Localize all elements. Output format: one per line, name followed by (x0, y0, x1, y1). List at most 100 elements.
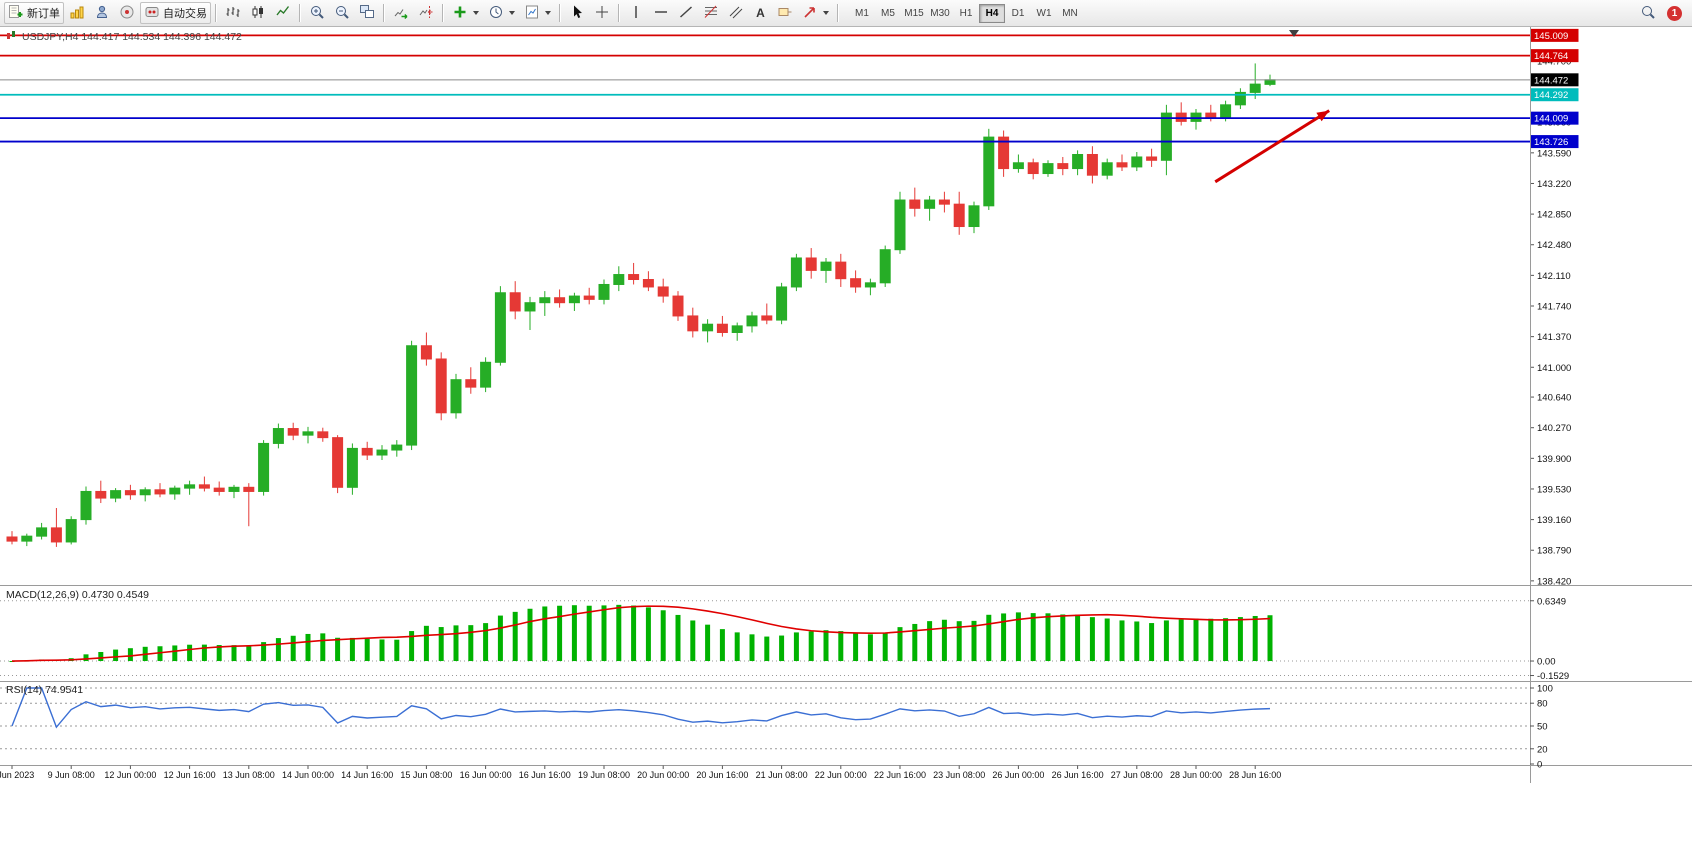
label-tool-icon (777, 4, 793, 23)
svg-text:144.472: 144.472 (1534, 75, 1568, 86)
arrows-tool-icon (802, 4, 818, 23)
timeframe-m30[interactable]: M30 (930, 7, 950, 19)
autotrade-button[interactable]: 自动交易 (140, 2, 211, 24)
horizontal-line-tool-button[interactable] (649, 2, 673, 24)
channel-tool-button[interactable] (724, 2, 748, 24)
auto-scroll-button[interactable] (389, 2, 413, 24)
trend-arrow-annotation[interactable] (1214, 109, 1330, 184)
search-button[interactable] (1636, 2, 1660, 24)
chart-shift-icon (418, 4, 434, 23)
rsi-panel: 100 80 50 20 0 (0, 684, 1553, 771)
crosshair-button[interactable] (590, 2, 614, 24)
svg-text:14 Jun 16:00: 14 Jun 16:00 (341, 770, 393, 780)
timeframe-m15[interactable]: M15 (904, 7, 924, 19)
svg-text:141.000: 141.000 (1537, 363, 1571, 374)
label-tool-button[interactable] (773, 2, 797, 24)
svg-text:22 Jun 00:00: 22 Jun 00:00 (815, 770, 867, 780)
zoom-in-button[interactable] (305, 2, 329, 24)
arrows-tool-button[interactable] (798, 2, 833, 24)
svg-text:139.530: 139.530 (1537, 484, 1571, 495)
new-order-icon (8, 4, 24, 23)
search-icon (1640, 4, 1656, 23)
new-order-label: 新订单 (27, 8, 60, 20)
svg-text:20 Jun 00:00: 20 Jun 00:00 (637, 770, 689, 780)
timeframe-mn[interactable]: MN (1062, 7, 1078, 19)
svg-text:142.480: 142.480 (1537, 240, 1571, 251)
vertical-line-icon (628, 4, 644, 23)
bar-chart-icon (225, 4, 241, 23)
autotrade-label: 自动交易 (163, 8, 207, 20)
candlestick-series (6, 63, 1276, 547)
toolbar-separator (299, 4, 301, 22)
svg-text:9 Jun 08:00: 9 Jun 08:00 (48, 770, 95, 780)
line-chart-button[interactable] (271, 2, 295, 24)
svg-text:140.270: 140.270 (1537, 423, 1571, 434)
periods-icon (488, 4, 504, 23)
timeframe-d1[interactable]: D1 (1011, 7, 1025, 19)
fibonacci-icon (703, 4, 719, 23)
terminal-button[interactable] (115, 2, 139, 24)
time-axis[interactable]: 8 Jun 2023 9 Jun 08:00 12 Jun 00:00 12 Jun … (0, 765, 1281, 781)
chart-window: 144.700144.330143.960143.590143.220142.8… (0, 27, 1692, 849)
toolbar-separator (215, 4, 217, 22)
chart-shift-button[interactable] (414, 2, 438, 24)
timeframe-h4[interactable]: H4 (979, 3, 1005, 23)
bid-price-line: 144.472 (0, 73, 1579, 87)
svg-text:143.220: 143.220 (1537, 179, 1571, 190)
svg-text:15 Jun 08:00: 15 Jun 08:00 (400, 770, 452, 780)
svg-text:138.790: 138.790 (1537, 546, 1571, 557)
text-tool-button[interactable]: A (749, 2, 772, 24)
chart-shift-marker-icon[interactable] (1289, 30, 1299, 37)
cursor-button[interactable] (565, 2, 589, 24)
timeframe-toolbar: M1 M5 M15 M30 H1 H4 D1 W1 MN (849, 3, 1083, 23)
svg-text:12 Jun 16:00: 12 Jun 16:00 (164, 770, 216, 780)
fibonacci-tool-button[interactable] (699, 2, 723, 24)
svg-text:100: 100 (1537, 684, 1553, 695)
candlestick-chart-button[interactable] (246, 2, 270, 24)
timeframe-m1[interactable]: M1 (855, 7, 869, 19)
bar-chart-button[interactable] (221, 2, 245, 24)
svg-text:16 Jun 16:00: 16 Jun 16:00 (519, 770, 571, 780)
toolbar-separator (837, 4, 839, 22)
svg-text:139.900: 139.900 (1537, 454, 1571, 465)
terminal-icon (119, 4, 135, 23)
auto-scroll-icon (393, 4, 409, 23)
trendline-icon (678, 4, 694, 23)
svg-text:27 Jun 08:00: 27 Jun 08:00 (1111, 770, 1163, 780)
chart-canvas[interactable]: 144.700144.330143.960143.590143.220142.8… (0, 27, 1692, 849)
zoom-out-button[interactable] (330, 2, 354, 24)
svg-text:13 Jun 08:00: 13 Jun 08:00 (223, 770, 275, 780)
profiles-button[interactable] (90, 2, 114, 24)
svg-text:8 Jun 2023: 8 Jun 2023 (0, 770, 34, 780)
svg-text:141.370: 141.370 (1537, 332, 1571, 343)
tile-windows-button[interactable] (355, 2, 379, 24)
dropdown-caret-icon (823, 11, 829, 15)
horizontal-lines[interactable]: 145.009 144.764 144.292 144.009 143.726 (0, 28, 1579, 149)
notification-badge[interactable]: 1 (1667, 5, 1682, 21)
svg-text:0.6349: 0.6349 (1537, 596, 1566, 607)
svg-text:144.764: 144.764 (1534, 51, 1568, 62)
candlestick-icon (250, 4, 266, 23)
vertical-line-tool-button[interactable] (624, 2, 648, 24)
dropdown-caret-icon (509, 11, 515, 15)
templates-button[interactable] (520, 2, 555, 24)
periods-button[interactable] (484, 2, 519, 24)
zoom-out-icon (334, 4, 350, 23)
line-chart-icon (275, 4, 291, 23)
svg-text:80: 80 (1537, 699, 1548, 710)
svg-text:143.590: 143.590 (1537, 148, 1571, 159)
svg-text:144.292: 144.292 (1534, 90, 1568, 101)
timeframe-h1[interactable]: H1 (959, 7, 973, 19)
timeframe-w1[interactable]: W1 (1036, 7, 1052, 19)
crosshair-icon (594, 4, 610, 23)
new-order-button[interactable]: 新订单 (4, 2, 64, 24)
svg-text:14 Jun 00:00: 14 Jun 00:00 (282, 770, 334, 780)
dropdown-caret-icon (473, 11, 479, 15)
market-watch-button[interactable] (65, 2, 89, 24)
timeframe-m5[interactable]: M5 (881, 7, 895, 19)
svg-text:50: 50 (1537, 722, 1548, 733)
svg-text:141.740: 141.740 (1537, 302, 1571, 313)
indicators-button[interactable] (448, 2, 483, 24)
trendline-tool-button[interactable] (674, 2, 698, 24)
svg-text:143.726: 143.726 (1534, 137, 1568, 148)
